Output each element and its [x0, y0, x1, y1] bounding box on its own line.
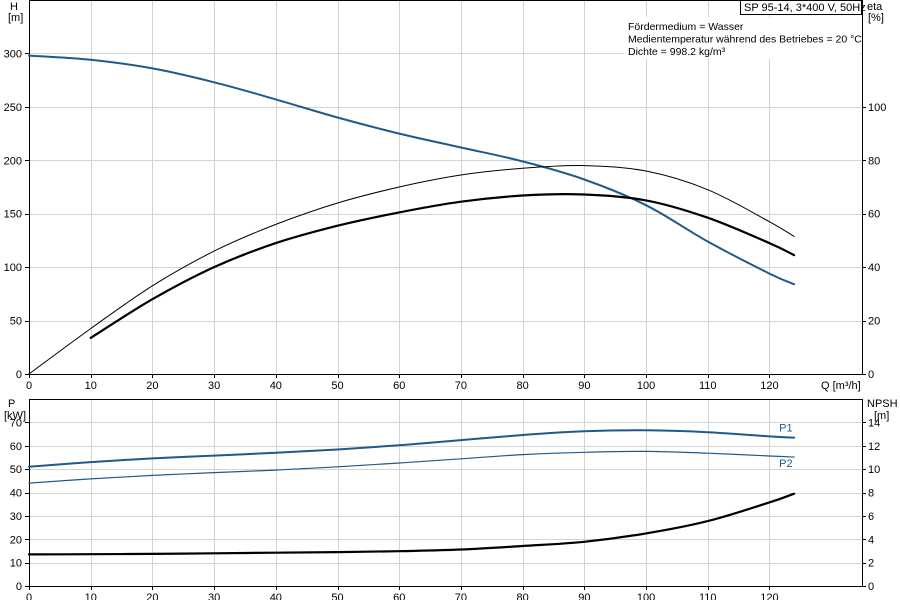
top-x-tick-label: 110 [699, 380, 717, 392]
bottom-left-tick-label: 10 [10, 558, 22, 570]
bottom-right-tick-label: 4 [868, 534, 874, 546]
top-right-tick-label: 40 [868, 262, 880, 274]
top-left-tick-label: 100 [4, 262, 22, 274]
bottom-left-tick-label: 70 [10, 417, 22, 429]
bottom-right-tick-label: 8 [868, 488, 874, 500]
bottom-x-tick-label: 70 [455, 592, 467, 600]
left-axis-title: H [10, 1, 18, 13]
series-label-p2: P2 [779, 458, 792, 470]
top-x-tick-label: 100 [637, 380, 655, 392]
top-x-tick-label: 30 [208, 380, 220, 392]
top-left-tick-label: 50 [10, 316, 22, 328]
bottom-x-tick-label: 100 [637, 592, 655, 600]
bottom-right-tick-label: 14 [868, 417, 880, 429]
top-right-tick-label: 60 [868, 209, 880, 221]
series-label-p1: P1 [779, 423, 792, 435]
top-x-tick-label: 40 [270, 380, 282, 392]
top-x-tick-label: 80 [517, 380, 529, 392]
bottom-right-tick-label: 10 [868, 464, 880, 476]
top-x-tick-label: 50 [331, 380, 343, 392]
top-right-tick-label: 0 [868, 369, 874, 381]
bottom-x-tick-label: 120 [760, 592, 778, 600]
bottom-curve-p2 [28, 450, 795, 484]
top-x-tick-label: 0 [26, 380, 32, 392]
bottom-x-tick-label: 20 [146, 592, 158, 600]
bottom-left-tick-label: 50 [10, 464, 22, 476]
top-x-tick-label: 60 [393, 380, 405, 392]
top-x-tick-label: 90 [578, 380, 590, 392]
x-axis-label: Q [m³/h] [821, 380, 861, 392]
bottom-x-tick-label: 110 [699, 592, 717, 600]
top-left-tick-label: 300 [4, 48, 22, 60]
bottom-x-tick-label: 60 [393, 592, 405, 600]
annotation-line: Medientemperatur während des Betriebes =… [628, 34, 862, 46]
bottom-x-tick-label: 40 [270, 592, 282, 600]
top-curve-eta-thick [89, 193, 796, 339]
bottom-left-tick-label: 30 [10, 511, 22, 523]
top-x-tick-label: 70 [455, 380, 467, 392]
bottom-x-tick-label: 0 [26, 592, 32, 600]
right-axis-title: eta [867, 1, 883, 13]
power-axis-unit: [kW] [4, 410, 26, 422]
top-right-tick-label: 100 [868, 102, 886, 114]
right-axis-unit: [%] [868, 12, 884, 24]
annotation-line: Dichte = 998.2 kg/m³ [628, 46, 726, 58]
model-badge: SP 95-14, 3*400 V, 50Hz [744, 2, 866, 14]
top-plot-frame [29, 0, 863, 375]
top-left-tick-label: 250 [4, 102, 22, 114]
bottom-right-tick-label: 6 [868, 511, 874, 523]
top-x-tick-label: 20 [146, 380, 158, 392]
bottom-right-tick-label: 0 [868, 581, 874, 593]
power-axis-title: P [8, 398, 15, 410]
bottom-right-tick-label: 12 [868, 441, 880, 453]
model-badge-box [740, 0, 862, 15]
top-curve-h [28, 54, 796, 286]
top-left-tick-label: 150 [4, 209, 22, 221]
annotation-line: Fördermedium = Wasser [628, 21, 744, 33]
top-left-tick-label: 200 [4, 155, 22, 167]
bottom-curve-npsh [27, 492, 796, 556]
bottom-plot-frame [29, 399, 863, 587]
bottom-left-tick-label: 40 [10, 488, 22, 500]
top-right-tick-label: 20 [868, 316, 880, 328]
bottom-left-tick-label: 60 [10, 441, 22, 453]
bottom-right-tick-label: 2 [868, 558, 874, 570]
bottom-left-tick-label: 20 [10, 534, 22, 546]
top-x-tick-label: 10 [85, 380, 97, 392]
top-curve-eta-thin [28, 165, 795, 375]
bottom-curve-p1 [28, 429, 796, 468]
left-axis-unit: [m] [8, 12, 23, 24]
npsh-axis-title: NPSH [867, 398, 898, 410]
bottom-x-tick-label: 30 [208, 592, 220, 600]
bottom-left-tick-label: 0 [16, 581, 22, 593]
bottom-x-tick-label: 10 [85, 592, 97, 600]
bottom-x-tick-label: 50 [331, 592, 343, 600]
annotation-background [624, 17, 860, 59]
top-right-tick-label: 80 [868, 155, 880, 167]
bottom-x-tick-label: 80 [517, 592, 529, 600]
top-x-tick-label: 120 [760, 380, 778, 392]
bottom-x-tick-label: 90 [578, 592, 590, 600]
npsh-axis-unit: [m] [874, 410, 889, 422]
top-left-tick-label: 0 [16, 369, 22, 381]
